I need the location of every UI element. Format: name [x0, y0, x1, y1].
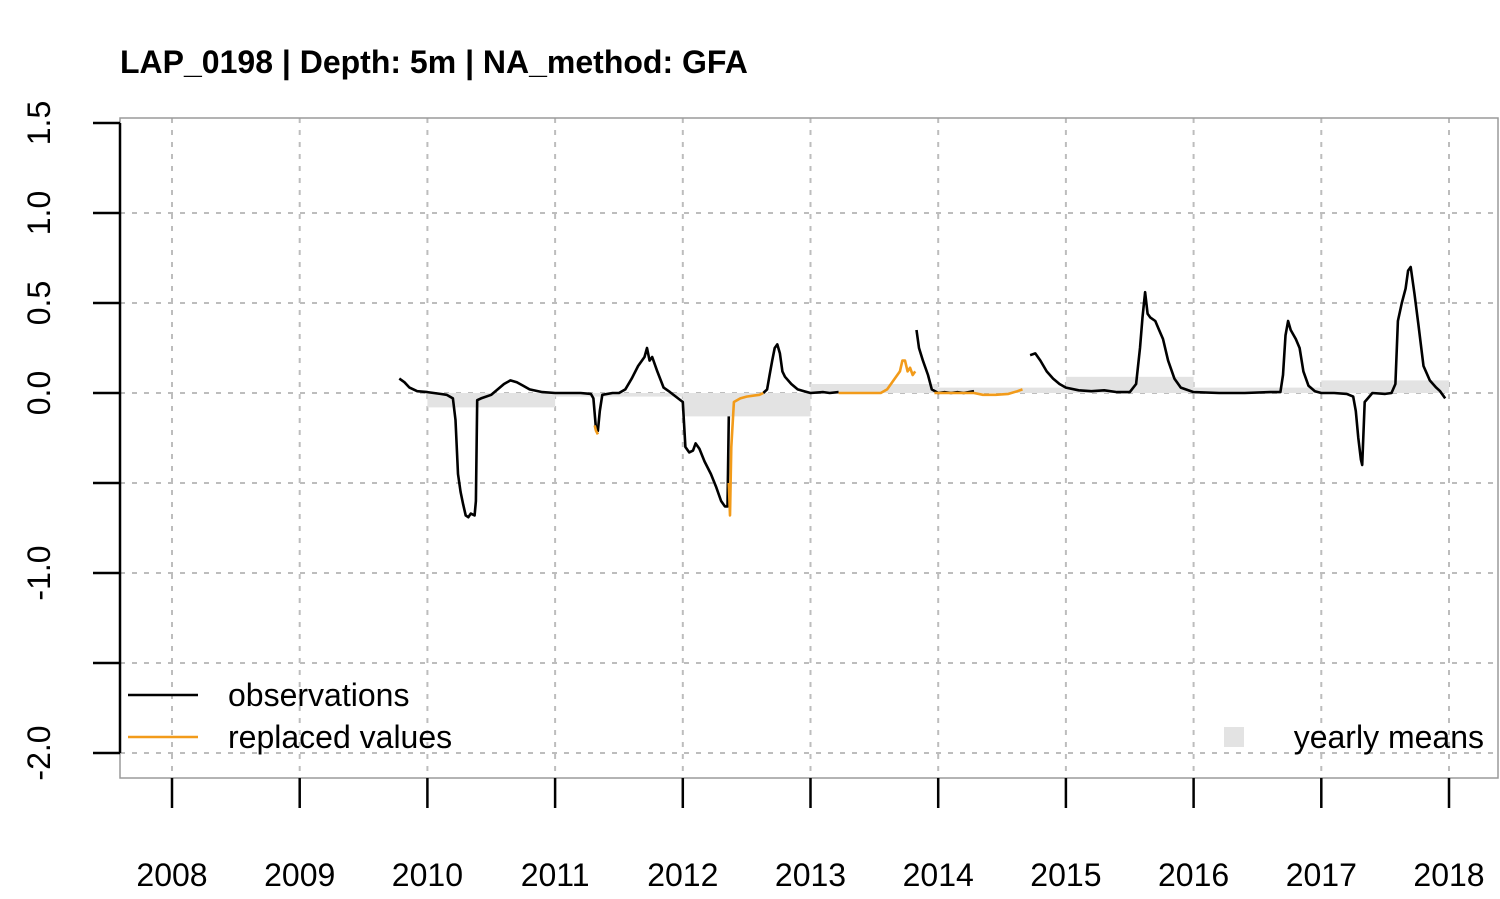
replaced-values-line-0	[593, 425, 600, 436]
replaced-values-line-1	[727, 391, 764, 517]
observations-line-3	[1029, 265, 1447, 467]
yearly-mean-band-7	[1321, 380, 1449, 393]
x-tick-label-2018: 2018	[1413, 857, 1484, 893]
x-tick-label-2014: 2014	[903, 857, 974, 893]
legend-observations-label: observations	[228, 677, 409, 713]
observations-line-1	[762, 343, 839, 395]
yearly-mean-band-3	[810, 384, 939, 393]
x-tick-label-2016: 2016	[1158, 857, 1229, 893]
grid	[120, 118, 1498, 778]
observations-line-2	[915, 329, 975, 395]
x-tick-label-2010: 2010	[392, 857, 463, 893]
x-tick-label-2009: 2009	[264, 857, 335, 893]
yearly-mean-band-4	[938, 387, 1066, 393]
x-tick-label-2017: 2017	[1286, 857, 1357, 893]
series-lines	[398, 265, 1447, 519]
x-axis: 2008 2009 2010 2011 2012 2013 2014 2015 2016 2017…	[136, 778, 1485, 893]
x-tick-label-2008: 2008	[136, 857, 207, 893]
legend-yearly-means-swatch	[1224, 727, 1244, 747]
y-tick-label-1.0: 1.0	[21, 191, 57, 235]
yearly-mean-band-6	[1193, 387, 1322, 393]
replaced-values-line-2	[838, 359, 917, 395]
x-tick-label-2013: 2013	[775, 857, 846, 893]
x-tick-label-2012: 2012	[647, 857, 718, 893]
replaced-values-line-3	[934, 388, 1023, 397]
yearly-means-bands	[427, 376, 1449, 417]
y-tick-label-0.0: 0.0	[21, 371, 57, 415]
chart-title: LAP_0198 | Depth: 5m | NA_method: GFA	[120, 44, 748, 80]
legend-yearly-means-label: yearly means	[1294, 719, 1484, 755]
x-tick-label-2011: 2011	[521, 857, 590, 893]
observations-line-0	[398, 346, 731, 519]
x-tick-label-2015: 2015	[1030, 857, 1101, 893]
y-tick-label-1.5: 1.5	[21, 101, 57, 145]
yearly-mean-band-0	[427, 393, 556, 408]
yearly-mean-band-2	[682, 393, 811, 417]
legend-replaced-label: replaced values	[228, 719, 452, 755]
y-tick-label--1.0: -1.0	[21, 545, 57, 600]
y-tick-label-0.5: 0.5	[21, 281, 57, 325]
y-tick-label--2.0: -2.0	[21, 725, 57, 780]
legend: observations replaced values yearly mean…	[128, 677, 1484, 755]
yearly-mean-band-5	[1065, 376, 1194, 393]
yearly-mean-band-1	[555, 393, 683, 397]
y-axis: -2.0 -1.0 0.0 0.5 1.0 1.5	[21, 101, 122, 781]
